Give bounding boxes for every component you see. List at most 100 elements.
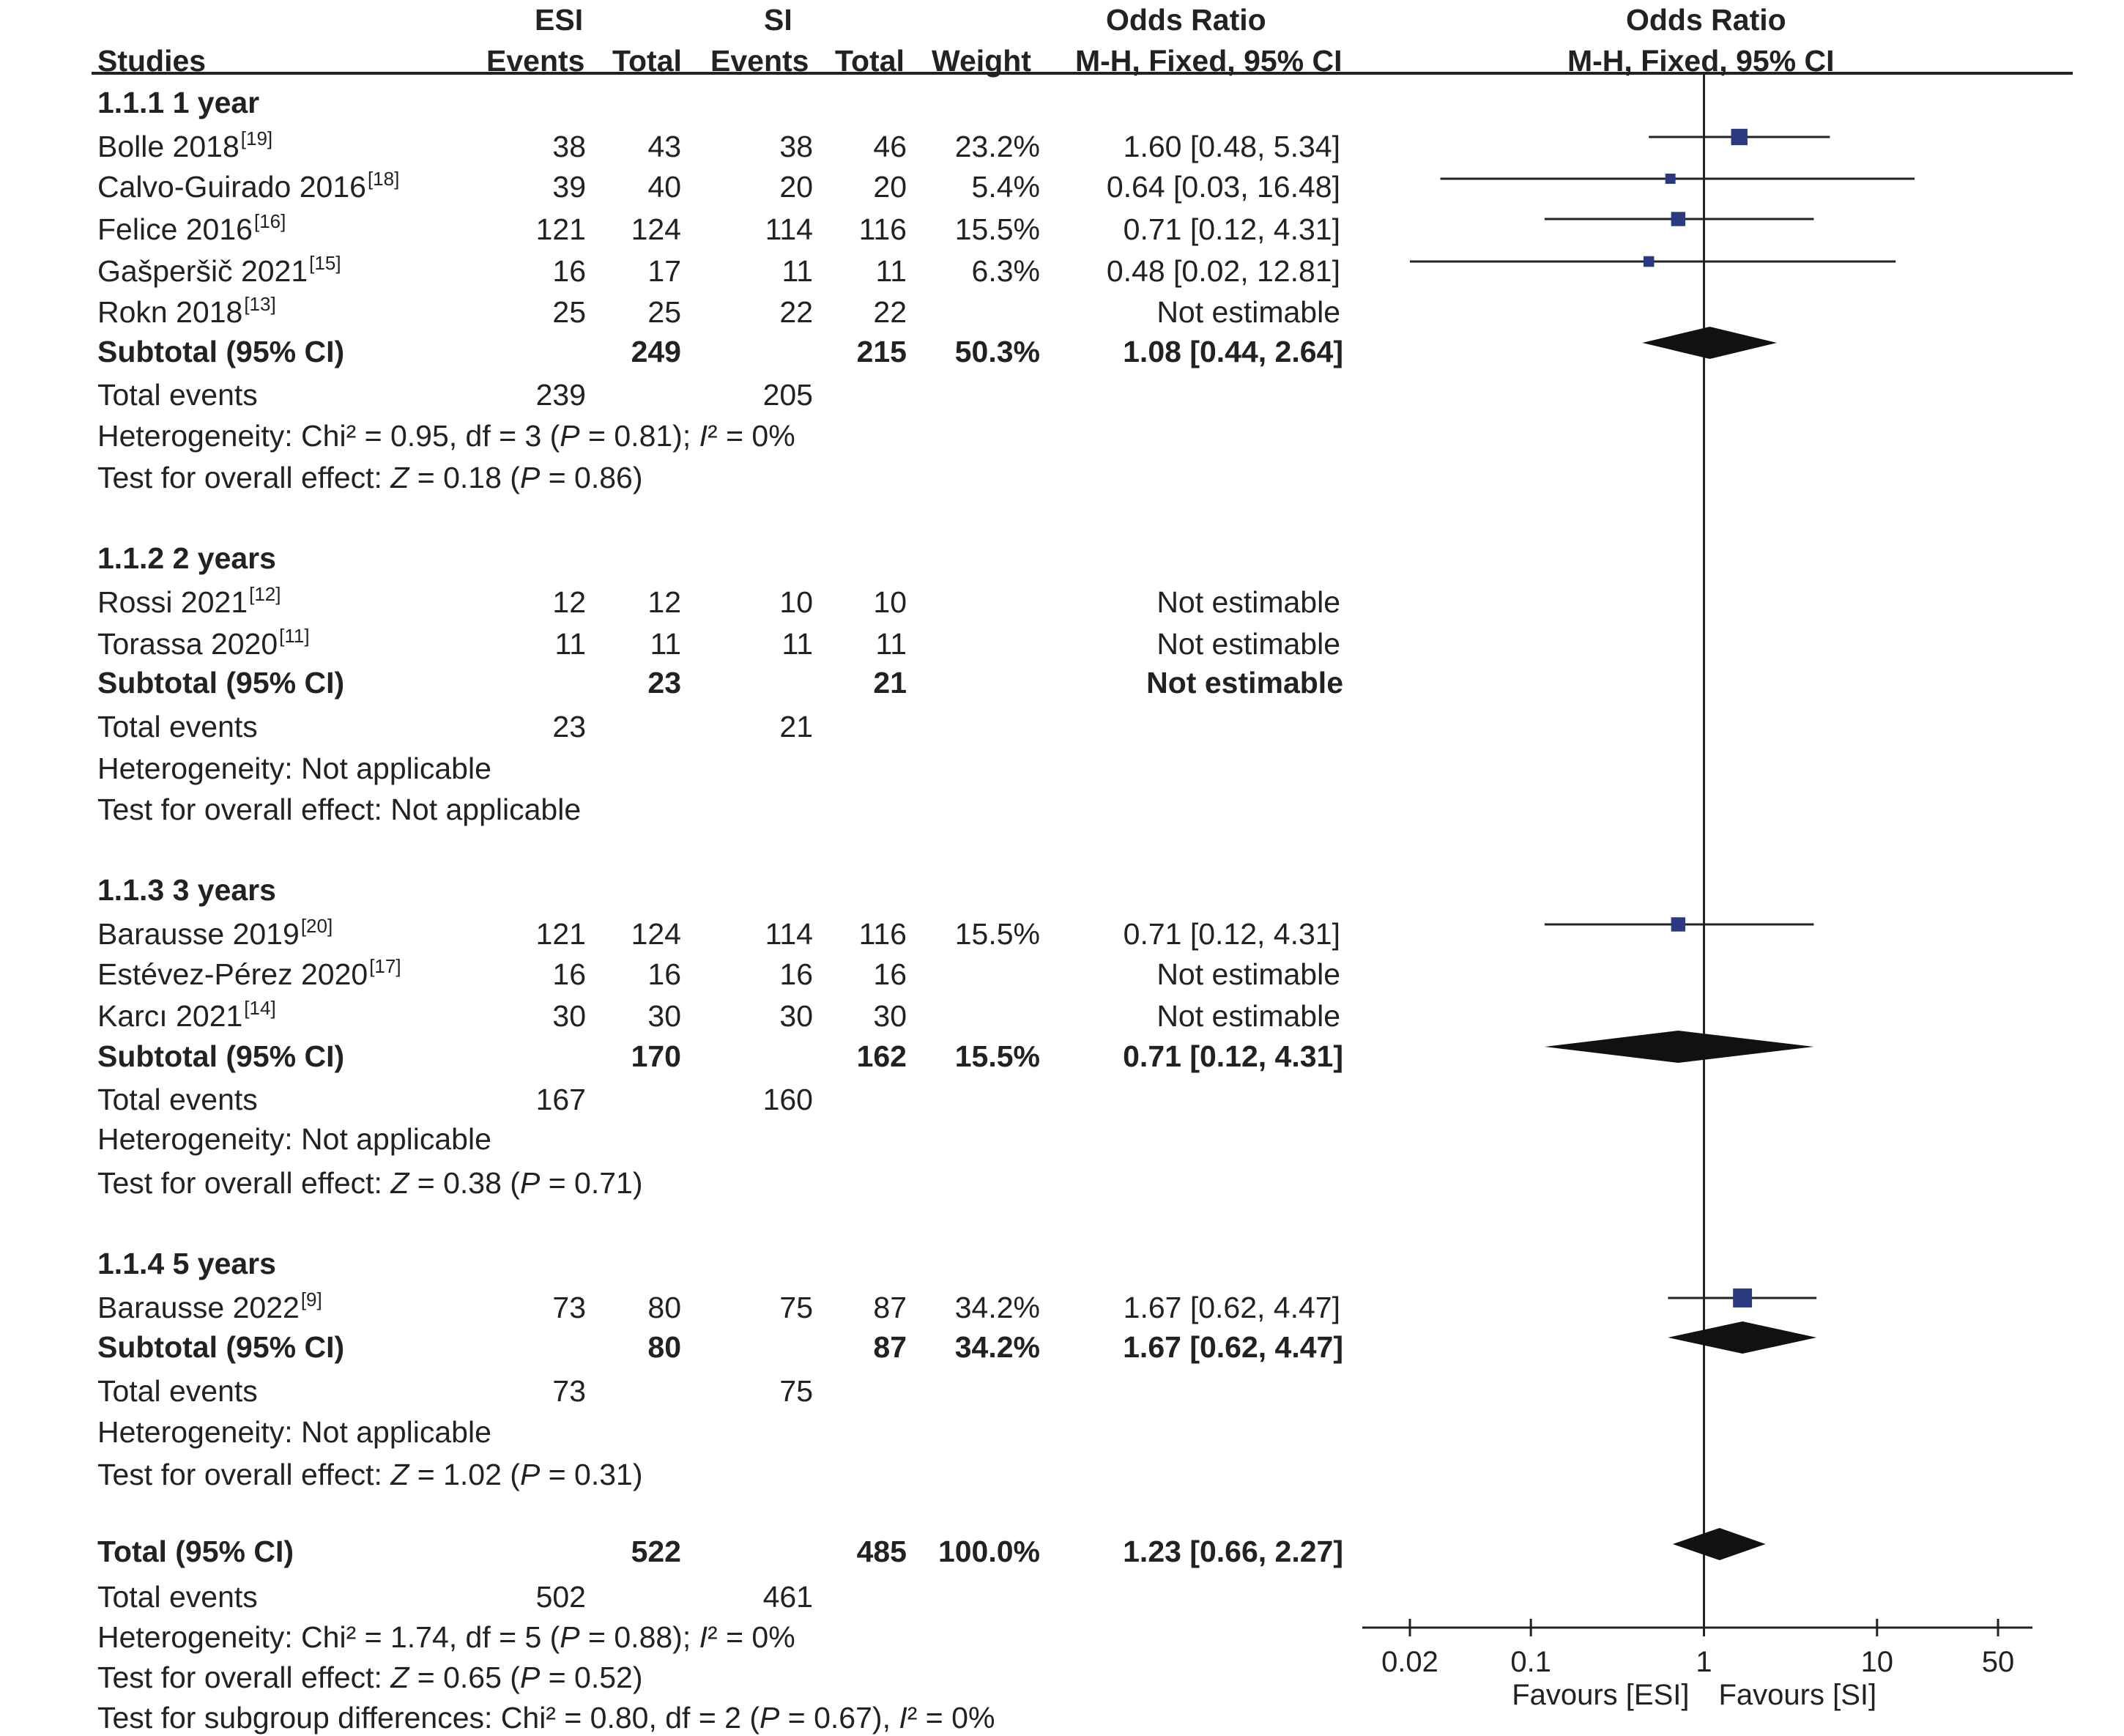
esi-total: 124 [631, 212, 681, 246]
si-total: 10 [873, 585, 907, 619]
esi-total: 17 [647, 254, 681, 288]
header-rule [92, 72, 2073, 75]
x-tick-label: 1 [1696, 1646, 1712, 1678]
subtotal-odds-ratio: 1.67 [0.62, 4.47] [1123, 1330, 1343, 1364]
study-square [1731, 128, 1748, 146]
esi-total: 522 [631, 1535, 681, 1568]
si-total: 87 [873, 1291, 907, 1324]
si-events: 11 [781, 627, 813, 661]
statistic-text: Test for overall effect: Z = 1.02 (P = 0… [97, 1458, 643, 1491]
si-total: 22 [873, 295, 907, 329]
esi-events: 502 [535, 1580, 586, 1614]
esi-total: 43 [647, 130, 681, 163]
esi-total: 40 [647, 170, 681, 204]
esi-total: 124 [631, 917, 681, 951]
odds-ratio-ci: 0.71 [0.12, 4.31] [1123, 212, 1340, 246]
esi-total: 23 [647, 666, 681, 700]
si-events: 205 [762, 378, 813, 412]
si-events: 114 [765, 212, 813, 246]
reference-marker: [20] [300, 915, 333, 937]
odds-ratio-ci: Not estimable [1156, 585, 1340, 619]
esi-events: 16 [552, 957, 586, 991]
esi-total: 25 [647, 295, 681, 329]
odds-ratio-ci: 0.71 [0.12, 4.31] [1123, 917, 1340, 951]
esi-events: 11 [554, 627, 586, 661]
si-total: 16 [873, 957, 907, 991]
pooled-diamond [1668, 1321, 1817, 1354]
si-total: 162 [856, 1039, 907, 1073]
x-tick-label: 10 [1861, 1646, 1894, 1678]
esi-total: 80 [647, 1291, 681, 1324]
subtotal-odds-ratio: Not estimable [1146, 666, 1343, 700]
reference-marker: [12] [249, 583, 281, 605]
subtotal-odds-ratio: 0.71 [0.12, 4.31] [1123, 1039, 1343, 1073]
si-total: 11 [875, 254, 907, 288]
si-events: 38 [779, 130, 813, 163]
total-events-label: Total events [97, 710, 258, 743]
esi-events: 38 [552, 130, 586, 163]
statistic-text: Heterogeneity: Chi² = 1.74, df = 5 (P = … [97, 1620, 795, 1654]
odds-ratio-ci: Not estimable [1156, 957, 1340, 991]
study-name: Barausse 2019[20] [97, 915, 333, 951]
esi-total: 80 [647, 1330, 681, 1364]
reference-marker: [13] [244, 293, 276, 315]
si-events: 21 [779, 710, 813, 743]
study-square [1643, 256, 1655, 267]
subtotal-label: Subtotal (95% CI) [97, 666, 345, 700]
subgroup-heading: 1.1.3 3 years [97, 873, 276, 907]
esi-events: 39 [552, 170, 586, 204]
odds-ratio-ci: 1.60 [0.48, 5.34] [1123, 130, 1340, 163]
odds-ratio-ci: 0.64 [0.03, 16.48] [1106, 170, 1340, 204]
si-events: 461 [762, 1580, 813, 1614]
subtotal-weight: 34.2% [954, 1330, 1040, 1364]
esi-total: 170 [631, 1039, 681, 1073]
study-name: Estévez-Pérez 2020[17] [97, 955, 401, 991]
si-events: 16 [779, 957, 813, 991]
statistic-text: Test for overall effect: Not applicable [97, 793, 582, 826]
study-name: Torassa 2020[11] [97, 625, 310, 661]
subgroup-heading: 1.1.2 2 years [97, 541, 276, 575]
si-events: 10 [779, 585, 813, 619]
odds-ratio-ci: Not estimable [1156, 295, 1340, 329]
study-weight: 5.4% [971, 170, 1040, 204]
pooled-diamond [1672, 1528, 1766, 1560]
si-total: 21 [873, 666, 907, 700]
si-total: 87 [873, 1330, 907, 1364]
esi-events: 30 [552, 999, 586, 1033]
reference-marker: [15] [309, 252, 341, 274]
study-name: Rokn 2018[13] [97, 293, 276, 329]
study-name: Bolle 2018[19] [97, 127, 273, 163]
reference-marker: [16] [253, 210, 286, 232]
si-total: 116 [858, 212, 907, 246]
si-total: 11 [875, 627, 907, 661]
esi-events: 16 [552, 254, 586, 288]
si-total: 215 [856, 335, 907, 368]
esi-total: 11 [650, 627, 681, 661]
subtotal-weight: 15.5% [954, 1039, 1040, 1073]
subtotal-label: Subtotal (95% CI) [97, 1330, 345, 1364]
si-events: 30 [779, 999, 813, 1033]
reference-marker: [18] [367, 168, 400, 190]
statistic-text: Test for overall effect: Z = 0.38 (P = 0… [97, 1166, 643, 1200]
statistic-text: Test for overall effect: Z = 0.65 (P = 0… [97, 1661, 643, 1694]
si-total: 20 [873, 170, 907, 204]
si-events: 75 [779, 1291, 813, 1324]
odds-ratio-ci: 0.48 [0.02, 12.81] [1106, 254, 1340, 288]
study-weight: 34.2% [954, 1291, 1040, 1324]
esi-total: 30 [647, 999, 681, 1033]
si-events: 75 [779, 1374, 813, 1408]
header-or-title: Odds Ratio [1106, 3, 1266, 37]
esi-events: 12 [552, 585, 586, 619]
statistic-text: Test for subgroup differences: Chi² = 0.… [97, 1701, 995, 1735]
esi-events: 73 [552, 1291, 586, 1324]
study-name: Rossi 2021[12] [97, 583, 281, 619]
esi-events: 25 [552, 295, 586, 329]
statistic-text: Heterogeneity: Not applicable [97, 752, 491, 785]
subtotal-odds-ratio: 1.08 [0.44, 2.64] [1123, 335, 1343, 368]
study-square [1733, 1288, 1753, 1307]
esi-events: 121 [535, 212, 586, 246]
subgroup-heading: 1.1.1 1 year [97, 86, 260, 119]
subtotal-label: Subtotal (95% CI) [97, 1039, 345, 1073]
esi-total: 16 [647, 957, 681, 991]
